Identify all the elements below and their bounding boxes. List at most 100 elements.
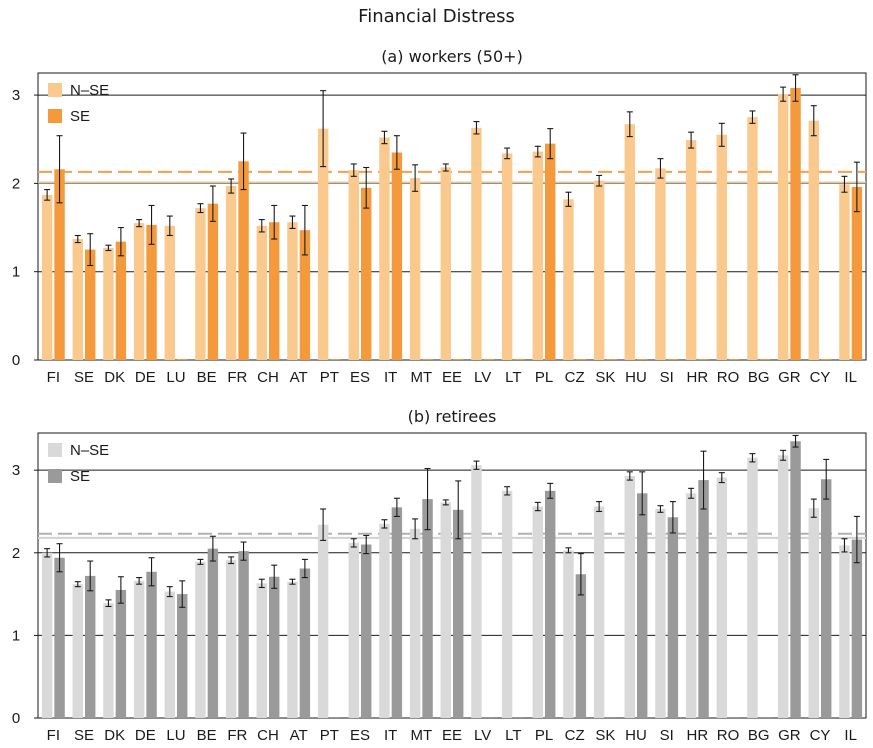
bar-nse xyxy=(225,186,237,360)
x-tick-label: LT xyxy=(505,727,521,744)
x-tick-label: EE xyxy=(442,727,462,744)
x-tick-label: HR xyxy=(686,727,708,744)
x-tick-label: LU xyxy=(166,369,185,386)
bar-nse xyxy=(501,490,513,718)
x-tick-label: DK xyxy=(104,727,125,744)
bar-se xyxy=(269,222,280,360)
legend-swatch-nse xyxy=(48,443,62,457)
x-tick-label: RO xyxy=(717,369,740,386)
y-tick-label: 0 xyxy=(12,352,20,369)
bar-se xyxy=(115,241,127,360)
bar-nse xyxy=(716,134,727,360)
bar-se xyxy=(575,574,587,718)
bar-nse xyxy=(501,153,513,360)
bar-se xyxy=(851,539,863,718)
legend-label: SE xyxy=(70,468,90,485)
bar-nse xyxy=(747,457,758,718)
x-tick-label: GR xyxy=(778,727,801,744)
bar-nse xyxy=(532,506,543,718)
panel-subtitle: (a) workers (50+) xyxy=(381,47,523,66)
x-tick-label: LU xyxy=(166,727,185,744)
x-tick-label: HU xyxy=(625,727,647,744)
bar-se xyxy=(545,490,556,718)
x-tick-label: CH xyxy=(257,369,279,386)
bar-se xyxy=(177,594,188,718)
legend: N–SE SE xyxy=(48,82,109,125)
bar-se xyxy=(238,551,249,718)
x-tick-label: FI xyxy=(47,369,60,386)
bar-nse xyxy=(133,580,145,718)
bar-nse xyxy=(808,120,819,360)
bar-se xyxy=(361,544,372,718)
y-tick-label: 3 xyxy=(12,87,20,104)
bar-nse xyxy=(287,581,298,718)
y-tick-label: 0 xyxy=(12,710,20,727)
bar-se xyxy=(361,187,372,360)
x-tick-label: FR xyxy=(227,727,247,744)
x-tick-label: PL xyxy=(535,369,553,386)
bar-nse xyxy=(624,124,635,360)
bar-se xyxy=(146,571,157,718)
bar-nse xyxy=(317,524,329,718)
bar-se xyxy=(790,88,801,361)
bar-se xyxy=(391,152,403,360)
bar-nse xyxy=(655,168,666,360)
bar-nse xyxy=(563,550,574,718)
bar-nse xyxy=(593,506,605,718)
x-tick-label: PT xyxy=(320,369,339,386)
bar-nse xyxy=(41,552,53,718)
bar-se xyxy=(146,224,157,360)
bar-se xyxy=(667,517,679,718)
bar-nse xyxy=(379,137,390,360)
x-tick-label: PL xyxy=(535,727,553,744)
bar-nse xyxy=(103,247,114,360)
x-tick-label: BG xyxy=(748,727,770,744)
bar-se xyxy=(391,507,403,718)
bar-nse xyxy=(103,603,114,718)
bar-nse xyxy=(777,455,789,718)
legend-swatch-se xyxy=(48,109,62,123)
x-tick-label: SI xyxy=(660,369,674,386)
bar-nse xyxy=(777,94,789,360)
legend-label: N–SE xyxy=(70,82,109,99)
x-tick-label: DE xyxy=(135,369,156,386)
x-tick-label: IT xyxy=(384,369,397,386)
bar-nse xyxy=(685,493,697,718)
bar-se xyxy=(453,509,464,718)
x-tick-label: RO xyxy=(717,727,740,744)
x-tick-label: IT xyxy=(384,727,397,744)
legend-label: SE xyxy=(70,108,90,125)
bar-se xyxy=(299,230,311,360)
bar-nse xyxy=(593,180,605,360)
bar-nse xyxy=(379,523,390,718)
bar-nse xyxy=(256,583,267,718)
x-tick-label: HR xyxy=(686,369,708,386)
x-tick-label: CY xyxy=(810,369,831,386)
bar-nse xyxy=(716,477,727,718)
x-tick-label: HU xyxy=(625,369,647,386)
bar-nse xyxy=(409,178,421,360)
bar-se xyxy=(207,548,219,718)
bar-nse xyxy=(256,225,267,360)
bar-nse xyxy=(440,502,451,718)
legend-swatch-se xyxy=(48,469,62,483)
x-tick-label: CY xyxy=(810,727,831,744)
x-tick-label: IL xyxy=(844,727,857,744)
bar-nse xyxy=(471,127,482,361)
bar-se xyxy=(54,557,65,718)
bar-se xyxy=(85,575,96,718)
legend: N–SE SE xyxy=(48,442,109,485)
bar-nse xyxy=(348,170,359,360)
x-tick-label: ES xyxy=(350,727,370,744)
plot-frame xyxy=(37,72,867,361)
bar-se xyxy=(637,493,648,718)
chart-title: Financial Distress xyxy=(358,6,515,27)
bar-nse xyxy=(685,140,697,360)
bar-nse xyxy=(133,223,145,360)
x-tick-label: AT xyxy=(290,369,308,386)
bar-nse xyxy=(287,222,298,360)
x-tick-label: BE xyxy=(197,727,217,744)
bar-se xyxy=(698,480,709,718)
bar-nse xyxy=(655,509,666,718)
